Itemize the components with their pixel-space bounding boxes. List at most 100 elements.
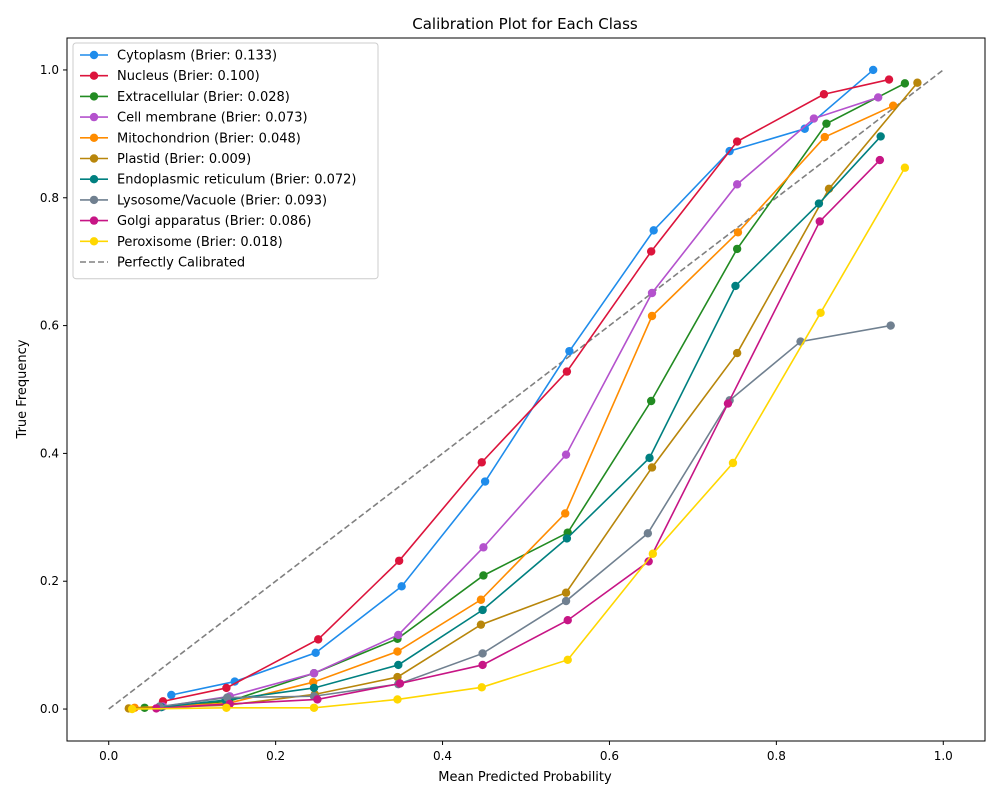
- reference-line: [108, 69, 944, 710]
- data-point: [876, 132, 885, 141]
- series-line: [132, 167, 906, 710]
- legend-swatch-marker: [89, 133, 99, 142]
- data-point: [478, 605, 487, 615]
- legend-swatch-marker: [89, 92, 99, 101]
- legend-label: Cytoplasm (Brier: 0.133): [117, 49, 277, 64]
- legend-entry: Peroxisome (Brier: 0.018): [80, 235, 283, 250]
- data-point: [313, 635, 323, 644]
- data-point: [873, 93, 883, 102]
- data-point: [643, 529, 653, 538]
- data-point: [561, 596, 571, 606]
- data-point: [646, 247, 656, 256]
- data-point: [646, 396, 656, 406]
- data-point: [478, 649, 487, 658]
- series-line: [162, 78, 890, 703]
- legend-label: Plastid (Brier: 0.009): [117, 152, 251, 167]
- y-tick-label: 0.2: [40, 574, 59, 588]
- data-point: [819, 90, 829, 99]
- legend-label: Lysosome/Vacuole (Brier: 0.093): [117, 193, 327, 208]
- data-point: [561, 588, 571, 597]
- data-point: [815, 217, 824, 226]
- legend-swatch-marker: [89, 237, 99, 246]
- legend-entry: Cell membrane (Brier: 0.073): [80, 111, 308, 126]
- data-point: [820, 132, 829, 142]
- legend-entry: Mitochondrion (Brier: 0.048): [80, 131, 301, 146]
- x-tick-label: 1.0: [934, 749, 953, 763]
- data-point: [309, 703, 319, 712]
- data-point: [230, 677, 239, 686]
- legend-label: Perfectly Calibrated: [117, 256, 245, 271]
- data-point: [900, 79, 910, 88]
- data-point: [562, 534, 572, 543]
- series-8: [155, 321, 895, 711]
- data-point: [723, 399, 733, 408]
- data-point: [732, 180, 742, 189]
- data-point: [647, 288, 657, 298]
- data-point: [649, 226, 658, 235]
- series-10: [127, 163, 910, 714]
- data-point: [732, 137, 742, 146]
- y-tick-label: 0.8: [40, 191, 59, 205]
- data-point: [397, 582, 406, 591]
- x-tick-label: 0.2: [266, 749, 285, 763]
- data-point: [222, 703, 231, 712]
- data-point: [476, 620, 486, 629]
- data-point: [913, 78, 922, 87]
- data-point: [222, 683, 231, 693]
- data-point: [478, 660, 487, 670]
- legend-entry: Lysosome/Vacuole (Brier: 0.093): [80, 193, 327, 208]
- chart-title: Calibration Plot for Each Class: [412, 15, 638, 33]
- data-point: [394, 630, 403, 640]
- y-tick-label: 0.6: [40, 319, 59, 333]
- series-2: [158, 75, 894, 706]
- legend-entry: Nucleus (Brier: 0.100): [80, 69, 260, 84]
- data-point: [565, 346, 574, 356]
- data-point: [393, 695, 402, 704]
- data-point: [647, 311, 657, 321]
- data-point: [394, 556, 404, 565]
- data-point: [886, 321, 895, 330]
- y-tick-label: 0.0: [40, 702, 59, 716]
- y-tick-label: 1.0: [40, 63, 59, 77]
- x-tick-label: 0.8: [767, 749, 786, 763]
- data-point: [733, 228, 743, 237]
- plot-area: [108, 65, 944, 714]
- legend-label: Nucleus (Brier: 0.100): [117, 69, 260, 84]
- data-point: [479, 543, 488, 552]
- data-point: [480, 477, 490, 486]
- series-line: [162, 96, 879, 708]
- y-axis-label: True Frequency: [15, 339, 30, 439]
- series-line: [156, 159, 881, 710]
- data-point: [563, 616, 572, 625]
- legend-label: Peroxisome (Brier: 0.018): [117, 235, 283, 250]
- legend-box: [72, 42, 379, 280]
- data-point: [393, 672, 402, 682]
- data-point: [728, 458, 738, 468]
- data-point: [479, 571, 488, 580]
- data-point: [732, 244, 742, 254]
- data-point: [476, 595, 486, 604]
- data-point: [809, 114, 819, 123]
- data-point: [645, 453, 654, 463]
- data-point: [884, 75, 894, 84]
- data-point: [477, 683, 486, 692]
- data-point: [309, 669, 319, 678]
- data-point: [394, 660, 403, 670]
- x-tick-label: 0.0: [99, 749, 118, 763]
- legend-entry: Plastid (Brier: 0.009): [80, 152, 251, 167]
- data-point: [732, 348, 742, 358]
- legend-label: Extracellular (Brier: 0.028): [117, 90, 290, 105]
- x-tick-label: 0.4: [433, 749, 452, 763]
- data-point: [311, 648, 320, 658]
- plot-frame: [66, 37, 986, 742]
- data-point: [731, 281, 740, 291]
- data-point: [223, 693, 232, 702]
- data-point: [816, 308, 825, 318]
- data-point: [313, 695, 322, 704]
- legend-entry: Extracellular (Brier: 0.028): [80, 90, 290, 105]
- legend-swatch-marker: [89, 195, 99, 205]
- x-axis-label: Mean Predicted Probability: [438, 770, 612, 785]
- legend-swatch-marker: [89, 50, 99, 60]
- data-point: [644, 557, 653, 566]
- data-point: [309, 683, 319, 693]
